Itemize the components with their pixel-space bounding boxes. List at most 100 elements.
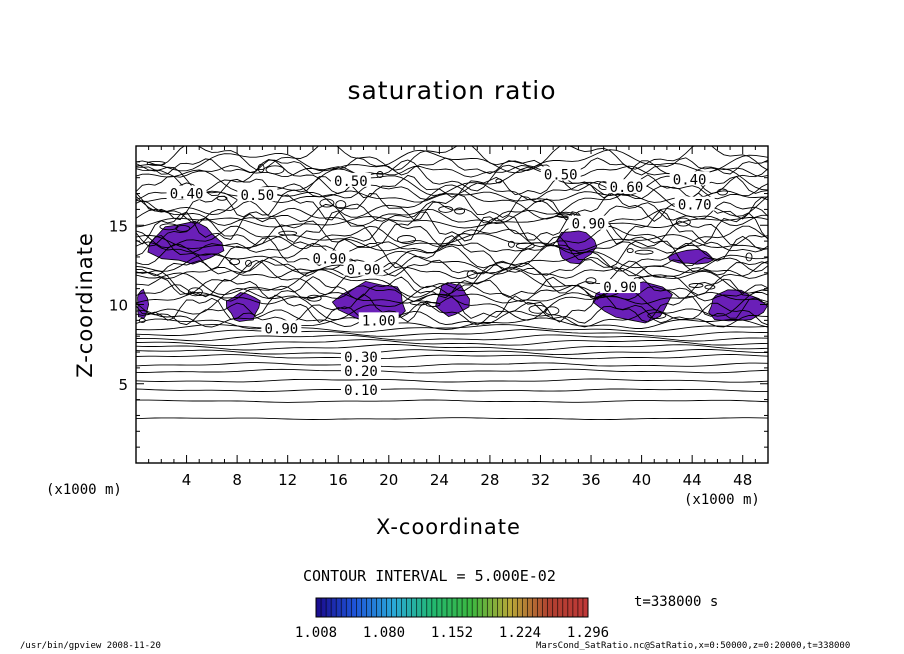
contour-line bbox=[136, 217, 768, 247]
contour-loop bbox=[466, 269, 478, 279]
contour-loop bbox=[229, 258, 241, 266]
x-tick-label: 44 bbox=[683, 471, 702, 489]
contour-line bbox=[136, 207, 768, 227]
contour-loop bbox=[306, 294, 322, 302]
contour-line bbox=[136, 149, 768, 174]
contour-line bbox=[136, 362, 768, 368]
x-tick-label: 40 bbox=[632, 471, 651, 489]
contour-line bbox=[136, 388, 768, 392]
contour-line bbox=[136, 285, 768, 321]
contour-loop bbox=[187, 287, 203, 297]
x-unit-label: (x1000 m) bbox=[46, 482, 122, 498]
contour-label: 0.70 bbox=[678, 198, 712, 214]
contour-label: 0.90 bbox=[603, 280, 637, 296]
supersaturated-region bbox=[225, 292, 261, 322]
contour-loop bbox=[544, 306, 560, 316]
contour-line bbox=[136, 329, 768, 338]
x-tick-label: 48 bbox=[733, 471, 752, 489]
contour-loop bbox=[528, 304, 548, 314]
contour-label: 1.00 bbox=[362, 313, 396, 329]
contour-line bbox=[136, 417, 768, 421]
contour-label-bg bbox=[237, 187, 278, 202]
contour-line bbox=[136, 242, 768, 273]
contour-loop bbox=[257, 163, 265, 173]
contour-label: 0.60 bbox=[610, 180, 644, 196]
contour-label-bg bbox=[358, 312, 399, 327]
time-label: t=338000 s bbox=[634, 594, 719, 610]
contour-loop bbox=[495, 178, 503, 184]
contour-label: 0.90 bbox=[347, 263, 381, 279]
contour-label: 0.90 bbox=[572, 217, 606, 233]
contour-line bbox=[136, 317, 768, 330]
colorbar-tick-labels: 1.008 1.080 1.152 1.224 1.296 bbox=[295, 625, 609, 641]
contour-lines bbox=[136, 146, 768, 421]
contour-line bbox=[136, 334, 768, 342]
contour-line bbox=[136, 284, 768, 303]
contour-loop bbox=[425, 302, 441, 307]
contour-loop bbox=[397, 235, 416, 244]
x-tick-label: 24 bbox=[430, 471, 449, 489]
contour-label: 0.20 bbox=[344, 364, 378, 380]
contour-loop bbox=[175, 224, 191, 232]
contour-label: 0.50 bbox=[334, 174, 368, 190]
contour-line bbox=[136, 324, 768, 333]
contour-label: 0.40 bbox=[673, 172, 707, 188]
contour-loop bbox=[146, 160, 166, 166]
x-tick-label: 28 bbox=[480, 471, 499, 489]
contour-loop bbox=[216, 195, 228, 201]
y-tick-label: 5 bbox=[118, 376, 128, 394]
supersaturated-region bbox=[147, 220, 225, 265]
contour-loop bbox=[688, 283, 704, 288]
contour-label-bg bbox=[600, 279, 641, 294]
contour-loop bbox=[376, 171, 384, 178]
x-tick-label: 16 bbox=[329, 471, 348, 489]
contour-label-bg bbox=[261, 320, 302, 335]
contour-line bbox=[136, 209, 768, 245]
footer-left: /usr/bin/gpview 2008-11-20 bbox=[20, 641, 161, 651]
y-tick-label: 15 bbox=[109, 217, 128, 235]
contour-line bbox=[136, 344, 768, 351]
contour-loop bbox=[675, 217, 691, 227]
contour-label: 0.50 bbox=[240, 188, 274, 204]
y-axis-label: Z-coordinate bbox=[73, 232, 97, 378]
x-tick-label: 4 bbox=[182, 471, 192, 489]
contour-label-bg bbox=[669, 171, 710, 186]
contour-line bbox=[136, 260, 768, 296]
contour-line bbox=[136, 199, 768, 224]
contour-loop bbox=[717, 188, 728, 196]
contour-loop bbox=[704, 284, 716, 290]
colorbar-tick-label: 1.224 bbox=[499, 625, 541, 641]
contour-label-bg bbox=[606, 179, 647, 194]
supersaturated-region bbox=[708, 289, 768, 322]
contour-label-bg bbox=[340, 382, 381, 397]
contour-label: 0.40 bbox=[170, 187, 204, 203]
colorbar-tick-label: 1.296 bbox=[567, 625, 609, 641]
contour-line bbox=[136, 157, 768, 176]
y-tick-label: 10 bbox=[109, 297, 128, 315]
contour-line bbox=[136, 165, 768, 178]
contour-label-bg bbox=[340, 348, 381, 363]
contour-line bbox=[136, 250, 768, 275]
contour-label: 0.30 bbox=[344, 350, 378, 366]
contour-line bbox=[136, 348, 768, 356]
contour-loop bbox=[265, 165, 285, 175]
contour-line bbox=[136, 276, 768, 301]
contour-line bbox=[136, 192, 768, 222]
x-tick-label: 20 bbox=[379, 471, 398, 489]
supersaturated-region bbox=[137, 288, 150, 320]
colorbar-tick-label: 1.008 bbox=[295, 625, 337, 641]
contour-loop bbox=[319, 198, 335, 208]
contour-loop bbox=[245, 259, 252, 267]
contour-label-bg bbox=[340, 363, 381, 378]
contour-label: 0.90 bbox=[265, 321, 299, 337]
contour-line bbox=[136, 266, 768, 280]
colorbar-stripes bbox=[320, 598, 584, 617]
x-tick-label: 32 bbox=[531, 471, 550, 489]
contour-loop bbox=[335, 200, 347, 210]
contour-line bbox=[136, 291, 768, 305]
contour-loop bbox=[585, 277, 597, 285]
contour-label-bg bbox=[309, 250, 350, 265]
colorbar-tick-label: 1.152 bbox=[431, 625, 473, 641]
contour-line bbox=[136, 354, 768, 360]
